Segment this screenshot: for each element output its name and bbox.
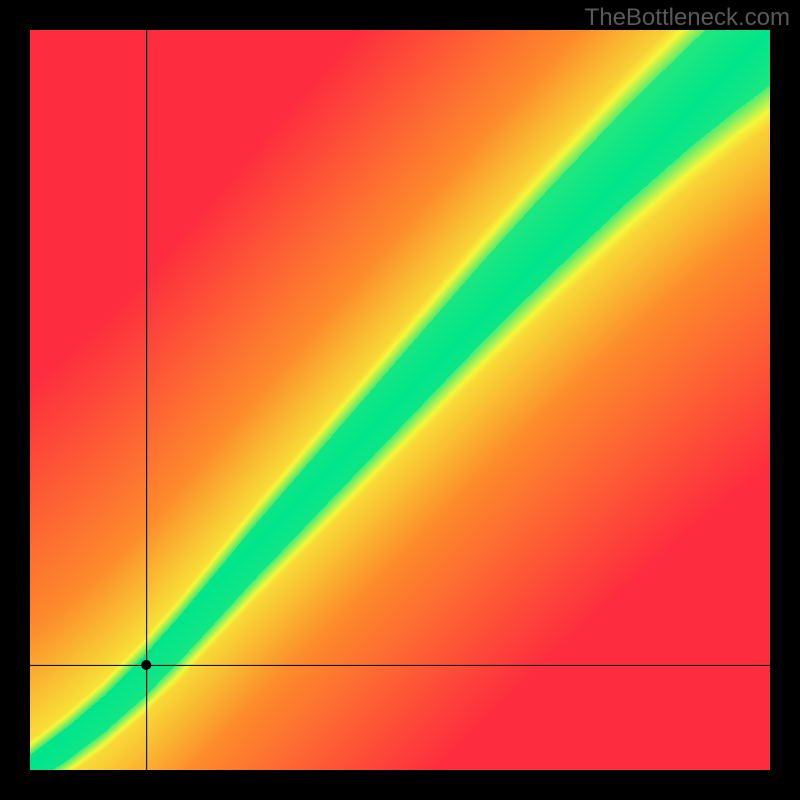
chart-container: TheBottleneck.com xyxy=(0,0,800,800)
heatmap-canvas xyxy=(30,30,770,770)
attribution-text: TheBottleneck.com xyxy=(585,4,790,32)
heatmap-plot xyxy=(30,30,770,770)
